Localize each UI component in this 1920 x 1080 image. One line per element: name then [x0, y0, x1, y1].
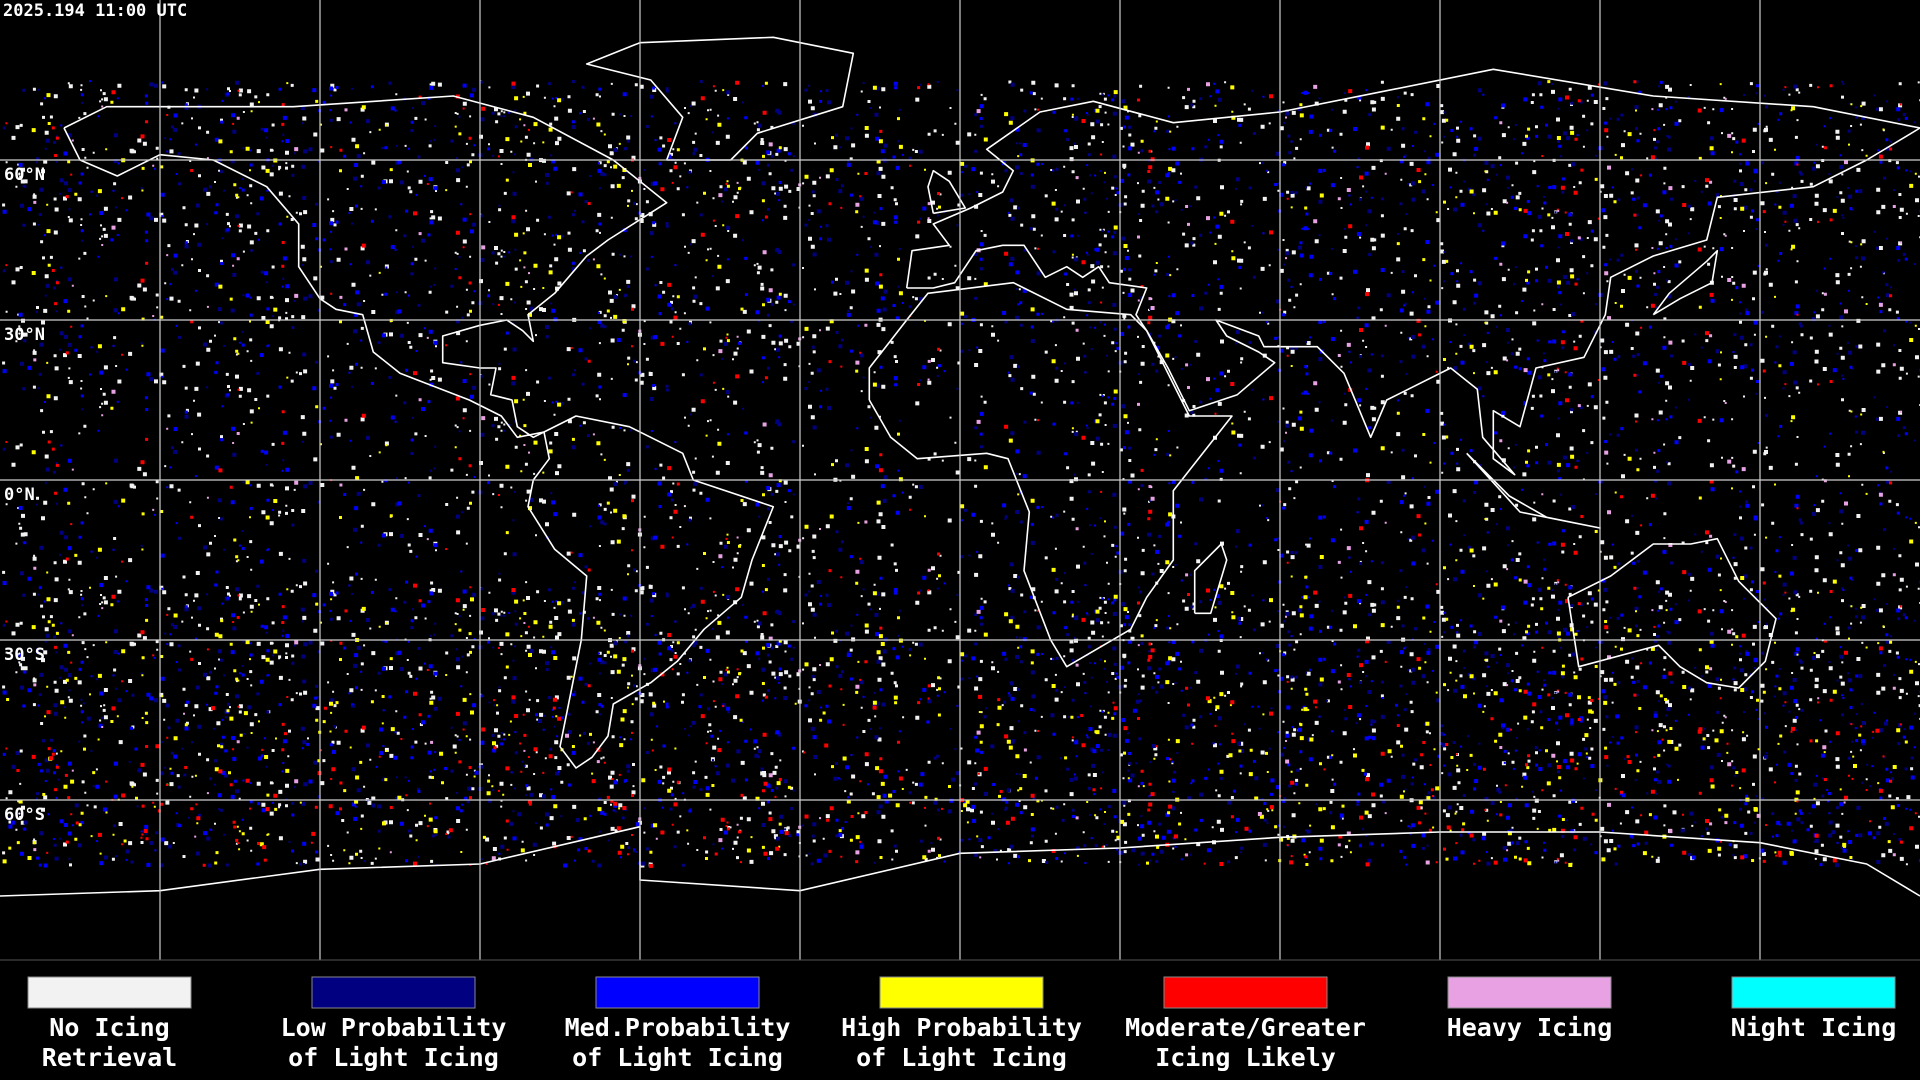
legend-label: Retrieval	[42, 1043, 177, 1072]
legend-label: No Icing	[49, 1013, 169, 1042]
legend-swatch	[311, 976, 476, 1009]
timestamp: 2025.194 11:00 UTC	[3, 1, 187, 21]
legend-label: of Light Icing	[856, 1043, 1067, 1072]
lat-label: 30°N	[4, 325, 45, 345]
legend-swatch	[1731, 976, 1896, 1009]
lat-label: 0°N	[4, 485, 35, 505]
lat-lon-grid	[0, 0, 1920, 960]
coastline	[1652, 249, 1719, 316]
legend-label: of Light Icing	[288, 1043, 499, 1072]
legend-swatch	[27, 976, 192, 1009]
coastline	[63, 95, 668, 439]
legend-swatch	[1447, 976, 1612, 1009]
coastline	[868, 281, 1233, 668]
coastline	[1193, 543, 1228, 615]
lat-label: 30°S	[4, 645, 45, 665]
legend-swatch	[1163, 976, 1328, 1009]
legend-swatch	[595, 976, 760, 1009]
legend-label: Moderate/Greater	[1125, 1013, 1366, 1042]
coastline	[527, 415, 775, 769]
lat-label: 60°N	[4, 165, 45, 185]
legend-label: Heavy Icing	[1447, 1013, 1613, 1042]
legend-label: Icing Likely	[1155, 1043, 1336, 1072]
lat-labels: 60°N 30°N 0°N 30°S 60°S	[4, 165, 45, 825]
legend-swatch	[879, 976, 1044, 1009]
legend-label: Night Icing	[1731, 1013, 1897, 1042]
legend-label: High Probability	[841, 1013, 1082, 1042]
legend-label: of Light Icing	[572, 1043, 783, 1072]
legend-label: Med.Probability	[565, 1013, 791, 1042]
coastline	[905, 68, 1920, 476]
coastline	[585, 36, 855, 161]
legend-label: Low Probability	[281, 1013, 507, 1042]
lat-label: 60°S	[4, 805, 45, 825]
